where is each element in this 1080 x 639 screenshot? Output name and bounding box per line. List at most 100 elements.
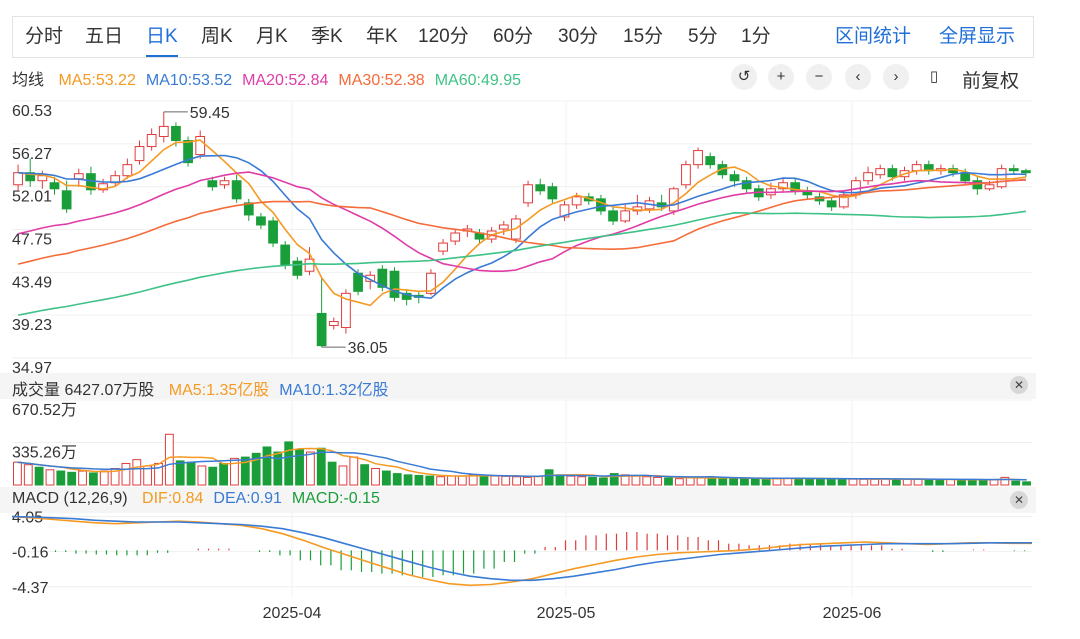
volume-bar xyxy=(295,449,304,486)
volume-bar xyxy=(718,477,728,486)
candle-body xyxy=(341,292,351,329)
volume-bar xyxy=(815,477,825,486)
volume-bar xyxy=(316,447,326,486)
tab-7[interactable]: 120分 xyxy=(418,26,469,47)
candle-style-icon[interactable]: ▯ xyxy=(929,68,939,85)
adjust-label[interactable]: 前复权 xyxy=(962,71,1020,92)
volume-bar xyxy=(577,476,587,486)
volume-bar xyxy=(457,475,467,486)
volume-bar xyxy=(902,478,912,486)
close-volume-icon[interactable]: ✕ xyxy=(1010,376,1028,394)
volume-ma10-line xyxy=(17,451,1027,481)
fullscreen-link[interactable]: 全屏显示 xyxy=(939,26,1016,47)
candle-body xyxy=(984,184,995,190)
volume-bar xyxy=(957,479,966,486)
volume-bar xyxy=(479,474,489,486)
price-ytick: 39.23 xyxy=(12,317,52,334)
pan-right-icon[interactable]: › xyxy=(883,64,909,90)
macd-legend-item-1: DEA:0.91 xyxy=(213,490,282,507)
high-annotation: 59.45 xyxy=(190,105,230,122)
volume-bar xyxy=(501,475,511,486)
candle-body xyxy=(863,172,873,182)
zoom-in-icon[interactable]: + xyxy=(768,64,794,90)
volume-bar xyxy=(555,474,565,486)
volume-bar xyxy=(436,476,446,486)
ma5-line xyxy=(17,139,1027,307)
zoom-out-icon[interactable]: − xyxy=(806,64,832,90)
tab-1[interactable]: 五日 xyxy=(85,26,124,47)
price-ytick: 52.01 xyxy=(12,189,52,206)
macd-ytick: -4.37 xyxy=(12,580,49,597)
volume-bar xyxy=(121,462,131,486)
candle-body xyxy=(741,180,752,190)
tab-3[interactable]: 周K xyxy=(201,26,233,47)
candle-body xyxy=(328,321,339,327)
volume-bar xyxy=(588,476,597,486)
volume-bar xyxy=(761,478,771,486)
volume-bar xyxy=(837,478,847,486)
tab-12[interactable]: 1分 xyxy=(741,26,771,47)
ma30-line xyxy=(17,178,1026,265)
volume-legend-item-1: MA10:1.32亿股 xyxy=(279,382,389,399)
ma20-line xyxy=(17,171,1026,273)
pan-left-icon[interactable]: ‹ xyxy=(845,64,871,90)
candle-body xyxy=(268,220,278,244)
volume-bar xyxy=(826,478,836,486)
volume-bar xyxy=(414,474,424,486)
volume-bar xyxy=(848,478,858,486)
candle-body xyxy=(620,210,631,222)
volume-bar xyxy=(533,475,543,486)
candle-body xyxy=(498,224,509,230)
candle-body xyxy=(571,196,582,206)
volume-bar xyxy=(642,476,652,486)
tab-2[interactable]: 日K xyxy=(146,17,178,57)
x-axis-tick: 2025-04 xyxy=(263,605,322,622)
volume-legend-label: 成交量 6427.07万股 xyxy=(12,382,155,399)
volume-bar xyxy=(598,477,608,486)
volume-bar xyxy=(859,478,869,486)
volume-legend-item-0: MA5:1.35亿股 xyxy=(168,382,270,399)
volume-bar xyxy=(262,446,272,486)
candle-body xyxy=(705,156,716,166)
volume-bar xyxy=(794,478,804,486)
volume-bar xyxy=(685,477,695,486)
volume-bar xyxy=(729,478,739,486)
tab-9[interactable]: 30分 xyxy=(558,26,599,47)
range-stats-link[interactable]: 区间统计 xyxy=(835,26,912,47)
tab-6[interactable]: 年K xyxy=(366,26,398,47)
volume-bar xyxy=(392,473,402,486)
undo-icon[interactable]: ↺ xyxy=(731,64,757,90)
candle-body xyxy=(377,268,388,288)
candle-body xyxy=(365,274,376,282)
volume-bar xyxy=(425,475,435,486)
candle-body xyxy=(231,180,242,200)
price-legend: 均线 MA5:53.22 MA10:53.52 MA20:52.84 MA30:52.… xyxy=(12,66,521,90)
price-legend-label: 均线 xyxy=(12,72,45,89)
volume-bar xyxy=(34,466,44,486)
candle-body xyxy=(73,173,84,180)
volume-bar xyxy=(175,460,185,486)
volume-bar xyxy=(924,479,934,486)
candle-body xyxy=(1008,168,1019,172)
tab-4[interactable]: 月K xyxy=(256,26,288,47)
candle-body xyxy=(256,216,266,226)
tab-5[interactable]: 季K xyxy=(311,26,343,47)
candle-body xyxy=(778,182,788,190)
tab-8[interactable]: 60分 xyxy=(493,26,534,47)
close-macd-icon[interactable]: ✕ xyxy=(1010,491,1028,509)
volume-bar xyxy=(208,466,218,486)
volume-bar xyxy=(490,475,500,486)
volume-bar xyxy=(230,457,239,486)
macd-dea-line xyxy=(11,515,1032,582)
price-ytick: 60.53 xyxy=(12,103,52,120)
candle-body xyxy=(207,180,218,188)
ma60-line xyxy=(17,210,1027,316)
period-tabbar: 分时 五日 日K 周K 月K 季K 年K 120分 60分 30分 15分 5分 1分 区间统计 全屏显… xyxy=(12,16,1034,58)
tab-11[interactable]: 5分 xyxy=(688,26,718,47)
candle-body xyxy=(280,244,291,266)
tab-0[interactable]: 分时 xyxy=(25,26,64,47)
volume-bar xyxy=(935,479,945,486)
tab-10[interactable]: 15分 xyxy=(623,26,664,47)
candle-body xyxy=(887,168,898,178)
